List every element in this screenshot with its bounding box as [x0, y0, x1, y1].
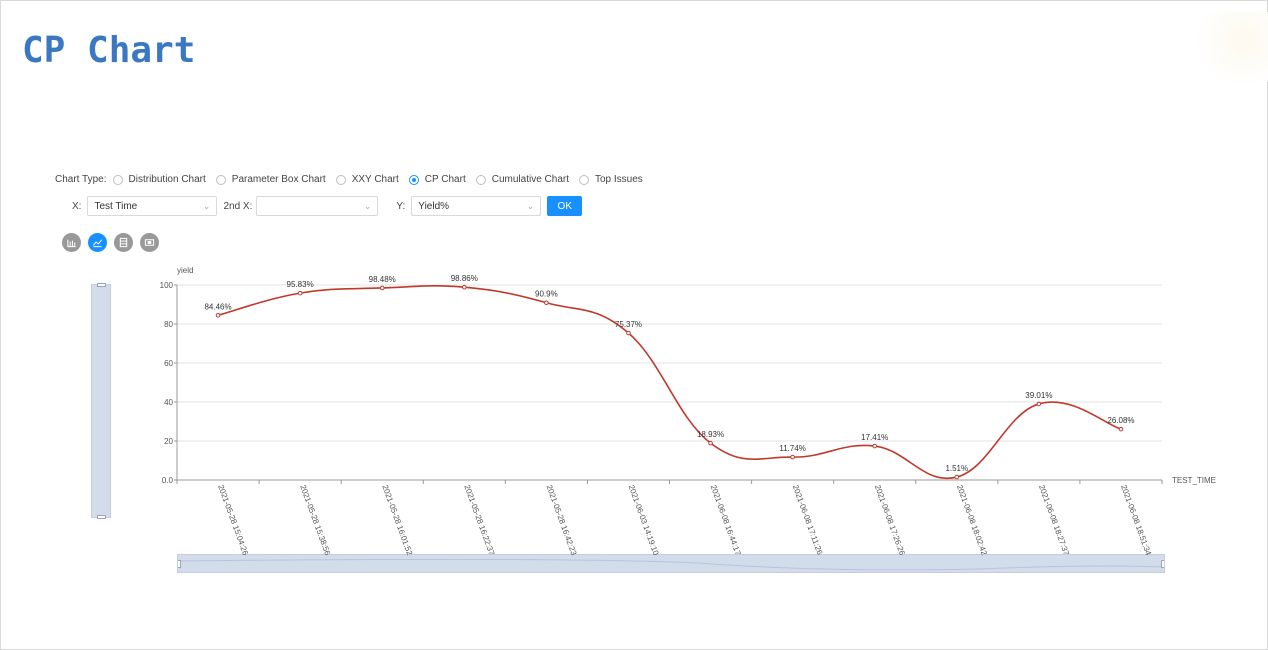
radio-cumulative-chart[interactable]: Cumulative Chart [475, 174, 569, 185]
data-label: 26.08% [1107, 416, 1134, 425]
ok-button[interactable]: OK [547, 196, 583, 216]
y-label: Y: [396, 200, 406, 212]
data-label: 11.74% [779, 444, 806, 453]
radio-label: Top Issues [595, 174, 643, 185]
radio-circle[interactable] [112, 174, 123, 185]
x-tick-label: 2021-06-08 17:11:26 [791, 484, 825, 557]
chevron-down-icon: ⌄ [202, 200, 211, 211]
radio-top-issues[interactable]: Top Issues [579, 174, 643, 185]
radio-cp-chart[interactable]: CP Chart [408, 174, 466, 185]
line-chart-icon[interactable] [88, 233, 107, 252]
y-axis-label: yield [177, 266, 193, 275]
x-axis: 2021-05-28 15:04:26 2021-05-28 15:38:56 20… [176, 480, 1163, 557]
x-label: X: [72, 200, 82, 212]
x-tick-label: 2021-05-28 16:22:37 [462, 484, 496, 557]
data-point [1036, 401, 1042, 407]
radio-label: Parameter Box Chart [231, 174, 326, 185]
x-tick-label: 2021-06-08 16:44:17 [709, 484, 743, 557]
radio-label: Cumulative Chart [491, 174, 569, 185]
grid-lines [177, 284, 1162, 481]
x-tick-label: 2021-05-28 15:38:56 [298, 484, 332, 557]
radio-parameter-box-chart[interactable]: Parameter Box Chart [215, 174, 326, 185]
data-label: 18.93% [697, 430, 724, 439]
slider-preview [178, 558, 1164, 571]
table-icon[interactable] [114, 233, 133, 252]
x-tick-label: 2021-06-08 18:27:37 [1037, 484, 1071, 557]
decoration [1188, 12, 1268, 82]
x-tick-label: 2021-05-28 15:04:26 [216, 484, 250, 557]
data-label: 75.37% [615, 320, 642, 329]
data-point [790, 454, 795, 460]
y-axis: 0.0 20 40 60 80 100 [160, 281, 178, 485]
horizontal-zoom-slider[interactable] [177, 554, 1165, 573]
slider-handle-left[interactable] [178, 560, 181, 568]
y-tick-label: 40 [164, 398, 173, 407]
data-label: 98.48% [369, 275, 396, 284]
axis-selector-row: X: Test Time ⌄ 2nd X: ⌄ Y: Yield% ⌄ OK [72, 196, 583, 216]
chevron-down-icon: ⌄ [526, 200, 535, 211]
radio-label: Distribution Chart [128, 174, 206, 185]
radio-circle[interactable] [579, 174, 589, 185]
x-tick-label: 2021-06-08 18:51:34 [1119, 484, 1153, 557]
series-line [217, 285, 1122, 480]
slider-handle-top[interactable] [97, 283, 106, 287]
second-x-select[interactable]: ⌄ [256, 196, 379, 216]
y-tick-label: 20 [164, 437, 173, 446]
radio-xxy-chart[interactable]: XXY Chart [335, 174, 399, 185]
second-x-label: 2nd X: [223, 200, 253, 212]
radio-label: CP Chart [424, 174, 466, 185]
data-point [1118, 426, 1124, 432]
data-point [954, 474, 960, 480]
image-icon[interactable] [140, 233, 159, 252]
bar-chart-icon[interactable] [62, 233, 81, 252]
data-label: 84.46% [204, 302, 231, 311]
data-label: 17.41% [861, 433, 888, 442]
y-tick-label: 100 [160, 281, 174, 290]
data-label: 39.01% [1025, 391, 1052, 400]
radio-label: XXY Chart [351, 174, 399, 185]
data-point [379, 285, 385, 291]
data-point [461, 284, 467, 290]
data-label: 98.86% [451, 274, 478, 283]
slider-handle-bottom[interactable] [97, 515, 106, 519]
data-points [215, 284, 1124, 480]
x-tick-label: 2021-06-08 18:02:42 [955, 484, 989, 557]
radio-circle[interactable] [335, 174, 346, 185]
x-axis-label: TEST_TIME [1172, 476, 1216, 485]
data-point [297, 290, 303, 296]
y-select-value: Yield% [418, 200, 450, 212]
data-point [708, 440, 713, 446]
page-title: CP Chart [22, 30, 196, 71]
x-select-value: Test Time [94, 200, 138, 212]
x-tick-label: 2021-06-03 14:19:10 [627, 484, 661, 557]
x-select[interactable]: Test Time ⌄ [87, 196, 218, 216]
data-point [626, 330, 631, 336]
data-label: 1.51% [945, 464, 968, 473]
radio-circle[interactable] [215, 174, 226, 185]
y-select[interactable]: Yield% ⌄ [411, 196, 542, 216]
radio-circle[interactable] [475, 174, 486, 185]
data-label: 95.83% [287, 280, 314, 289]
radio-circle[interactable] [408, 174, 419, 185]
data-labels: 84.46% 95.83% 98.48% 98.86% 90.9% 75.37% 18.93… [204, 274, 1134, 473]
data-point [872, 443, 878, 449]
data-point [544, 300, 549, 306]
data-point [215, 313, 221, 318]
view-toolbar [62, 233, 166, 252]
chart-type-label: Chart Type: [55, 174, 107, 185]
y-tick-label: 80 [164, 320, 173, 329]
x-tick-label: 2021-05-28 16:01:52 [380, 484, 414, 557]
slider-handle-right[interactable] [1161, 560, 1164, 568]
x-tick-label: 2021-06-08 17:26:26 [873, 484, 907, 557]
radio-distribution-chart[interactable]: Distribution Chart [112, 174, 206, 185]
vertical-zoom-slider[interactable] [91, 283, 111, 519]
y-tick-label: 0.0 [162, 476, 174, 485]
x-tick-label: 2021-05-28 16:42:23 [544, 484, 578, 557]
chevron-down-icon: ⌄ [363, 200, 372, 211]
data-label: 90.9% [535, 290, 558, 299]
y-tick-label: 60 [164, 359, 173, 368]
chart-type-selector: Chart Type: Distribution Chart Parameter… [55, 174, 653, 185]
